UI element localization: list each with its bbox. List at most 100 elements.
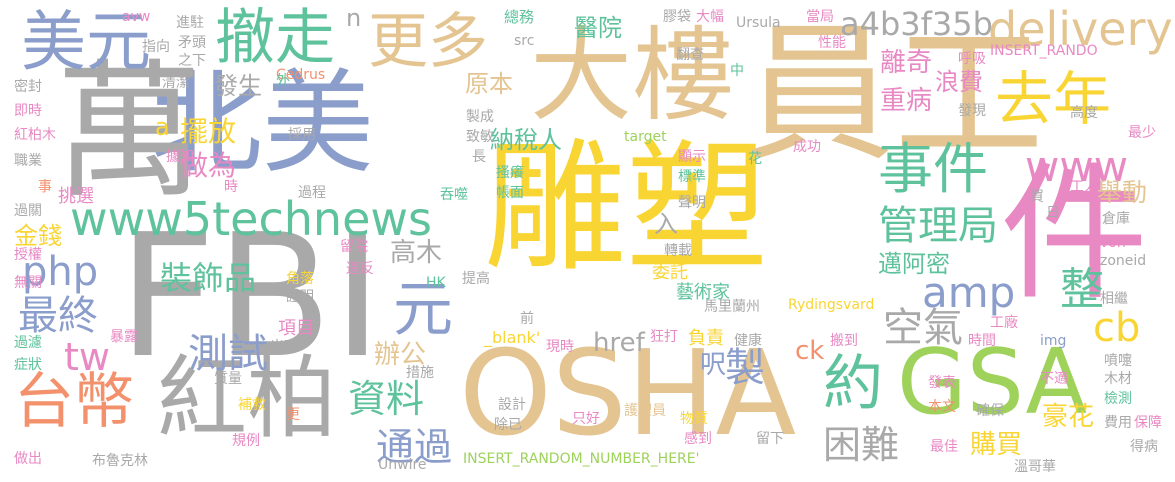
word-symptom: 症狀 — [14, 357, 42, 373]
word-plastic-bag: 膠袋 — [663, 9, 691, 25]
word-administration: 管理局 — [878, 203, 998, 249]
word-occupation: 職業 — [14, 153, 42, 169]
word-hk: HK — [426, 275, 446, 291]
word-detection: 檢測 — [1104, 391, 1132, 407]
word-red-cedar-wood: 紅柏木 — [14, 127, 56, 143]
word-as: 做為 — [180, 149, 237, 182]
word-currently: 現時 — [546, 339, 574, 355]
word-img: img — [1040, 333, 1067, 349]
word-href: href — [593, 328, 645, 358]
word-swallow: 吞噬 — [440, 187, 468, 203]
word-insert-rando: INSERT_RANDO — [990, 43, 1098, 59]
word-maryland: 馬里蘭州 — [704, 299, 760, 315]
word-point-to: 指向 — [142, 39, 170, 55]
word-design: 設計 — [498, 397, 526, 413]
word-feel: 感到 — [684, 431, 712, 447]
word-warehouse: 倉庫 — [1102, 211, 1130, 227]
word-success: 成功 — [793, 139, 821, 155]
word-pass-through: 過關 — [14, 203, 42, 219]
word-under: 之下 — [178, 53, 206, 69]
word-middle: 中 — [730, 63, 744, 79]
word-height: 高度 — [1070, 105, 1098, 121]
word-cedrus: Cedrus — [276, 67, 326, 83]
word-test: 測試 — [188, 331, 268, 377]
word-successive: 相繼 — [1100, 291, 1128, 307]
word-waste: 浪費 — [935, 68, 983, 96]
word-a: a — [155, 113, 170, 141]
word-at-least: 最少 — [1128, 125, 1156, 141]
word-tw: tw — [64, 335, 110, 379]
word-von: von — [1100, 235, 1126, 251]
word-www5technews: www5technews — [70, 192, 432, 246]
word-avw: avw — [122, 9, 151, 25]
word-best: 最佳 — [930, 439, 958, 455]
word-insert-random: INSERT_RANDOM_NUMBER_HERE' — [463, 451, 700, 467]
word-flower: 花 — [748, 151, 762, 167]
word-remove: 撤走 — [215, 3, 335, 73]
word-vancouver: 溫哥華 — [1014, 459, 1056, 475]
word-more: 更多 — [368, 7, 488, 77]
word-buy: 買 — [1030, 189, 1044, 205]
word-violate: 違反 — [346, 261, 374, 277]
word-employee: 員工 — [744, 8, 1045, 182]
word-pass: 通過 — [376, 425, 453, 469]
word-time: 時 — [224, 179, 238, 195]
word-takagi: 高木 — [390, 238, 443, 268]
word-statement: 聲明 — [678, 195, 706, 211]
word-blank: _blank' — [484, 328, 541, 347]
word-time-period: 時間 — [968, 333, 996, 349]
word-substantial: 大幅 — [696, 9, 724, 25]
word-action: 舉動 — [1097, 178, 1148, 207]
word-usd: 美元 — [21, 5, 152, 80]
word-this-article: 本文 — [928, 399, 956, 415]
word-target: target — [624, 129, 667, 145]
word-breathe: 呼吸 — [958, 51, 986, 67]
word-before: 前 — [520, 311, 534, 327]
word-twd: 台幣 — [14, 367, 134, 437]
word-display: 顯示 — [678, 149, 706, 165]
word-project: 項目 — [278, 318, 314, 339]
word-have-to: 只好 — [572, 411, 600, 427]
word-search: 翻查 — [676, 47, 704, 63]
word-nurse: 護理員 — [624, 403, 666, 419]
word-itch: 搔癢 — [496, 165, 524, 181]
word-last-year: 去年 — [995, 65, 1112, 133]
word-get-sick: 得病 — [1130, 439, 1158, 455]
word-authorize: 授權 — [14, 247, 42, 263]
word-office: 辦公 — [374, 340, 427, 370]
word-prove: 證明 — [286, 289, 314, 305]
word-data: 資料 — [348, 377, 425, 421]
word-ursula: Ursula — [736, 15, 781, 31]
word-building: 大樓 — [530, 17, 734, 136]
word-leave: 留下 — [756, 431, 784, 447]
word-src: src — [514, 33, 535, 49]
word-allergenic: 致敏 — [466, 129, 494, 145]
word-unwire: Unwire — [378, 457, 427, 473]
word-yuan: 元 — [393, 275, 453, 345]
word-whole: 整 — [1060, 264, 1104, 315]
word-rydingsvard: Rydingsvard — [788, 297, 875, 313]
word-clean: 清潔 — [162, 75, 190, 91]
word-zoneid: zoneid — [1100, 253, 1147, 269]
word-artist: 藝術家 — [676, 282, 730, 303]
word-delivery: delivery — [988, 2, 1173, 56]
word-beat: 狂打 — [650, 329, 678, 345]
word-taxpayer: 納稅人 — [490, 126, 562, 154]
word-incident: 事件 — [878, 137, 989, 201]
word-process: 過程 — [298, 185, 326, 201]
word-long: 長 — [472, 149, 486, 165]
word-made-of: 製成 — [466, 109, 494, 125]
word-php: php — [22, 249, 99, 295]
word-move-to: 搬到 — [830, 333, 858, 349]
word-standard: 標準 — [678, 169, 706, 185]
word-discomfort: 不適 — [1040, 371, 1068, 387]
word-www: www — [1025, 142, 1129, 191]
word-hash: a4b3f35b — [840, 5, 993, 43]
word-purchase: 購買 — [970, 430, 1023, 460]
word-wood: 木材 — [1104, 371, 1132, 387]
word-worker: 工人 — [1070, 179, 1098, 195]
word-gsa: GSA — [897, 330, 1088, 435]
word-ten-thousand: 萬 — [55, 46, 203, 218]
word-discover: 發現 — [958, 103, 986, 119]
